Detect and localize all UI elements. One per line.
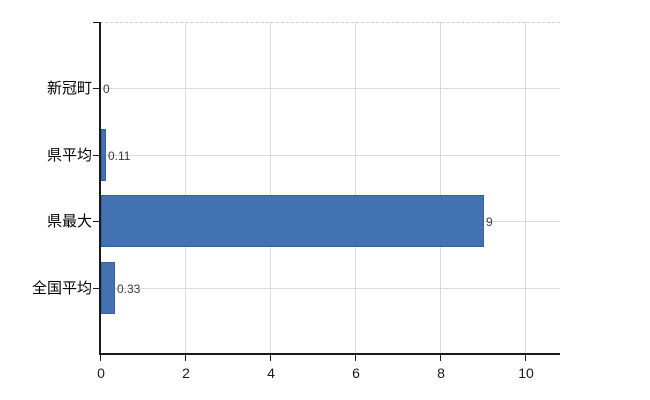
row-gridline: [100, 155, 560, 156]
x-axis-tick: [185, 354, 186, 361]
x-gridline: [185, 22, 186, 354]
value-label: 9: [486, 215, 493, 230]
x-tick-label: 4: [267, 365, 275, 381]
x-gridline: [270, 22, 271, 354]
y-axis-tick: [93, 88, 100, 89]
bar: [101, 129, 106, 181]
x-axis-tick: [525, 354, 526, 361]
x-axis-tick: [355, 354, 356, 361]
y-axis-tick: [93, 221, 100, 222]
y-axis-top-tick: [93, 22, 100, 23]
row-gridline: [100, 88, 560, 89]
x-tick-label: 2: [182, 365, 190, 381]
row-gridline: [100, 288, 560, 289]
x-axis-tick: [440, 354, 441, 361]
value-label: 0.33: [117, 282, 141, 297]
bar: [101, 262, 115, 314]
category-label: 県平均: [46, 146, 92, 164]
x-axis-tick: [100, 354, 101, 361]
x-tick-label: 6: [352, 365, 360, 381]
bar: [101, 195, 484, 247]
value-label: 0: [103, 82, 110, 96]
category-label: 新冠町: [46, 80, 92, 97]
x-tick-label: 0: [97, 365, 105, 381]
y-axis-tick: [93, 155, 100, 156]
value-label: 0.11: [108, 148, 131, 163]
x-axis-line: [99, 353, 560, 355]
y-axis-line: [99, 22, 101, 355]
x-tick-label: 10: [518, 365, 534, 381]
category-label: 全国平均: [31, 280, 92, 298]
x-gridline: [525, 22, 526, 354]
x-tick-label: 8: [437, 365, 445, 381]
top-gridline: [100, 22, 560, 23]
y-axis-tick: [93, 288, 100, 289]
category-label: 県最大: [46, 213, 92, 231]
x-gridline: [355, 22, 356, 354]
x-gridline: [440, 22, 441, 354]
x-axis-tick: [270, 354, 271, 361]
